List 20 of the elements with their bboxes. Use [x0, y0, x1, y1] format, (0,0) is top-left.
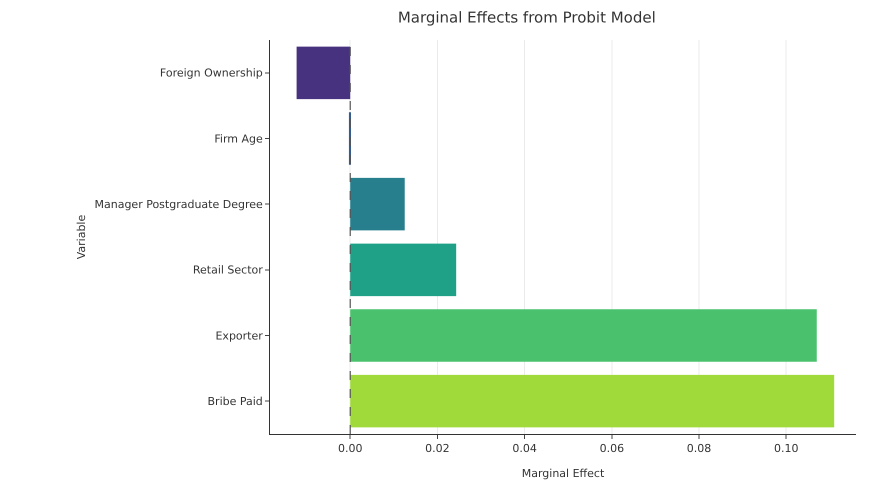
- y-tick-label: Exporter: [215, 329, 264, 342]
- x-tick-label: 0.08: [686, 442, 712, 456]
- x-tick-label: 0.02: [425, 442, 450, 456]
- bar: [350, 244, 456, 296]
- y-tick-label: Retail Sector: [192, 264, 264, 277]
- bar: [350, 374, 834, 428]
- y-tick-label: Manager Postgraduate Degree: [94, 198, 264, 212]
- y-axis-title: Variable: [75, 214, 88, 260]
- x-axis-title: Marginal Effect: [522, 467, 605, 480]
- y-tick-label: Firm Age: [214, 132, 264, 146]
- x-tick-label: 0.00: [338, 442, 362, 456]
- x-tick-label: 0.04: [512, 442, 537, 456]
- x-tick-label: 0.06: [600, 442, 624, 456]
- y-tick-label: Bribe Paid: [208, 395, 263, 408]
- bar: [350, 309, 817, 362]
- y-tick-label: Foreign Ownership: [160, 66, 263, 80]
- bar: [350, 178, 405, 230]
- x-tick-label: 0.10: [774, 442, 798, 456]
- chart-title: Marginal Effects from Probit Model: [398, 8, 656, 27]
- bar: [296, 46, 350, 100]
